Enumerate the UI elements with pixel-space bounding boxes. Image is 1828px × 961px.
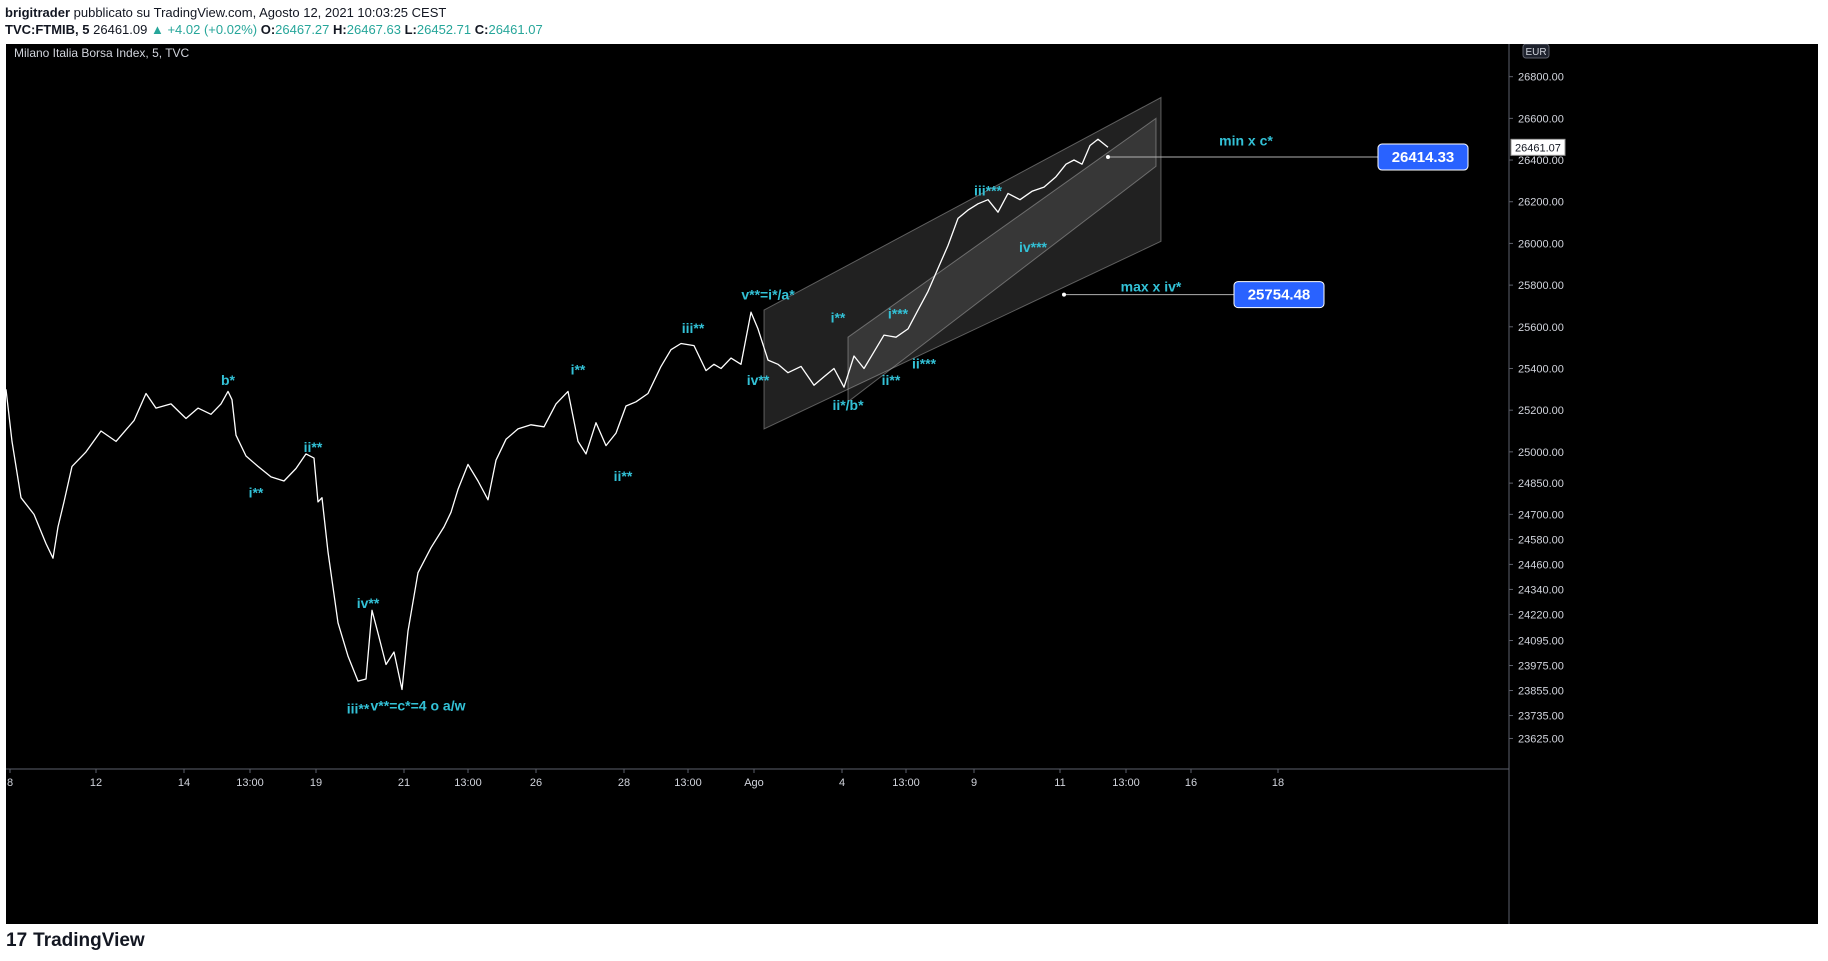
symbol-info: TVC:FTMIB, 5 26461.09 ▲ +4.02 (+0.02%) O… [5, 22, 543, 37]
wave-label: max x iv* [1121, 278, 1182, 294]
last-price-marker: 26461.07 [1510, 138, 1566, 156]
chart-area[interactable]: Milano Italia Borsa Index, 5, TVC 26414.3… [5, 43, 1818, 924]
target-box-bg [1233, 281, 1325, 309]
low-label: L: [404, 22, 417, 37]
y-tick-label: 25000.00 [1518, 447, 1564, 459]
x-tick-label: 13:00 [674, 777, 702, 789]
y-tick-label: 24340.00 [1518, 584, 1564, 596]
x-tick-label: 8 [7, 777, 13, 789]
wave-label: i** [249, 485, 264, 501]
y-tick-label: 23975.00 [1518, 661, 1564, 673]
x-tick-label: 18 [1272, 777, 1284, 789]
y-tick-label: 25400.00 [1518, 363, 1564, 375]
tradingview-brand: TradingView [33, 930, 145, 951]
x-tick-label: 13:00 [892, 777, 920, 789]
open-label: O: [260, 22, 276, 37]
x-tick-label: Ago [744, 777, 764, 789]
x-tick-label: 19 [310, 777, 322, 789]
publish-text: pubblicato su TradingView.com, Agosto 12… [73, 5, 447, 20]
y-tick-label: 24700.00 [1518, 509, 1564, 521]
x-tick-label: 9 [971, 777, 977, 789]
y-tick-label: 23855.00 [1518, 686, 1564, 698]
close-label: C: [474, 22, 489, 37]
y-tick-label: 24850.00 [1518, 478, 1564, 490]
regression-channel-1 [763, 96, 1162, 430]
y-tick-label: 25200.00 [1518, 405, 1564, 417]
symbol-label: TVC:FTMIB, 5 [5, 22, 90, 37]
wave-label: i** [571, 362, 586, 378]
wave-label: v**=i*/a* [741, 287, 795, 303]
target-box-label: 26414.33 [1392, 149, 1455, 166]
y-tick-label: 23735.00 [1518, 711, 1564, 723]
y-tick-label: 24580.00 [1518, 534, 1564, 546]
tradingview-logo: 17 TradingView [6, 930, 145, 952]
currency-badge-bg [1522, 43, 1550, 59]
y-tick-label: 23625.00 [1518, 733, 1564, 745]
currency-label: EUR [1525, 47, 1546, 58]
target-box-1: 26414.33 [1377, 143, 1469, 171]
x-tick-label: 16 [1185, 777, 1197, 789]
price-series-line [5, 138, 1109, 691]
tradingview-logo-mark: 17 [6, 930, 28, 951]
high-label: H: [333, 22, 347, 37]
target-box-bg [1377, 143, 1469, 171]
chart-title: Milano Italia Borsa Index, 5, TVC [14, 46, 190, 60]
last-price-bg [1510, 138, 1566, 156]
y-tick-label: 26800.00 [1518, 72, 1564, 84]
y-tick-label: 26000.00 [1518, 238, 1564, 250]
target-anchor-2 [1062, 292, 1066, 297]
wave-label: min x c* [1219, 132, 1273, 148]
close-value: 26461.07 [488, 22, 543, 37]
y-tick-label: 24095.00 [1518, 635, 1564, 647]
x-tick-label: 4 [839, 777, 845, 789]
last-price-label: 26461.07 [1515, 142, 1561, 154]
currency-badge: EUR [1522, 43, 1550, 59]
wave-label: iii** [347, 700, 370, 716]
x-tick-label: 21 [398, 777, 410, 789]
last-price: 26461.09 [93, 22, 148, 37]
x-tick-label: 11 [1054, 777, 1065, 789]
y-tick-label: 25800.00 [1518, 280, 1564, 292]
target-box-2: 25754.48 [1233, 281, 1325, 309]
low-value: 26452.71 [416, 22, 472, 37]
y-tick-label: 26400.00 [1518, 155, 1564, 167]
wave-label: ii** [882, 372, 901, 388]
wave-label: ii** [304, 439, 323, 455]
wave-label: ii*** [912, 355, 937, 371]
x-tick-label: 13:00 [454, 777, 482, 789]
wave-label: iv*** [1019, 239, 1048, 255]
x-tick-label: 13:00 [236, 777, 264, 789]
price-change: ▲ +4.02 (+0.02%) [150, 22, 258, 37]
open-value: 26467.27 [275, 22, 330, 37]
wave-label: b* [221, 372, 236, 388]
high-value: 26467.63 [346, 22, 401, 37]
x-tick-label: 13:00 [1112, 777, 1140, 789]
x-tick-label: 28 [618, 777, 630, 789]
target-box-label: 25754.48 [1248, 287, 1311, 304]
target-anchor-1 [1106, 155, 1110, 160]
regression-channel-2 [847, 117, 1157, 403]
y-tick-label: 24220.00 [1518, 609, 1564, 621]
x-tick-label: 12 [90, 777, 102, 789]
wave-label: iii*** [974, 182, 1003, 198]
wave-label: iii** [682, 320, 705, 336]
wave-label: i** [831, 310, 846, 326]
price-chart[interactable]: Milano Italia Borsa Index, 5, TVC 26414.3… [5, 43, 1818, 924]
y-tick-label: 26200.00 [1518, 197, 1564, 209]
wave-label: ii** [614, 468, 633, 484]
author-name[interactable]: brigitrader [5, 5, 71, 20]
wave-label: v**=c*=4 o a/w [371, 697, 466, 713]
wave-label: iv** [357, 595, 380, 611]
x-tick-label: 14 [178, 777, 190, 789]
y-tick-label: 26600.00 [1518, 113, 1564, 125]
publish-info: brigitrader pubblicato su TradingView.co… [5, 5, 446, 20]
x-tick-label: 26 [530, 777, 542, 789]
y-tick-label: 24460.00 [1518, 559, 1564, 571]
y-tick-label: 25600.00 [1518, 322, 1564, 334]
wave-label: i*** [888, 305, 909, 321]
wave-label: iv** [747, 372, 770, 388]
wave-label: ii*/b* [832, 397, 864, 413]
